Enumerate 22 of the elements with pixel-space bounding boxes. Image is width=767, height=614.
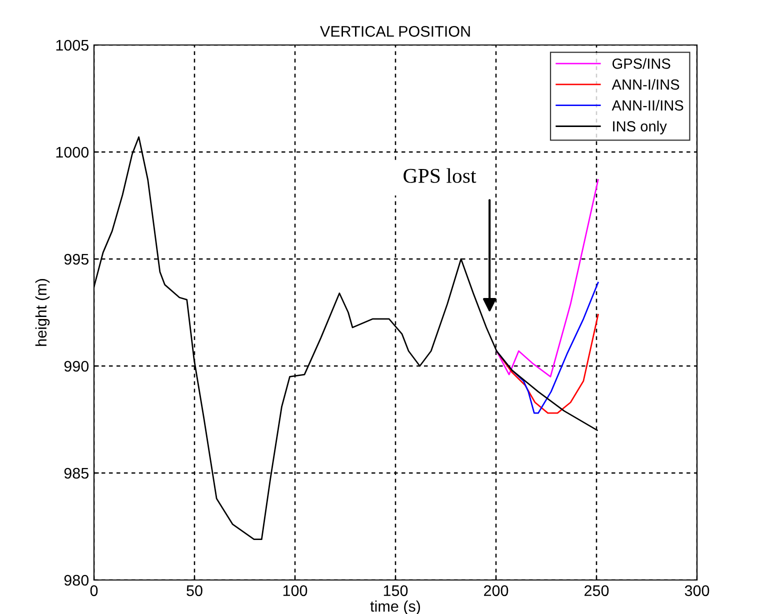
x-tick-label: 250: [584, 585, 609, 596]
y-tick-label: 995: [64, 254, 88, 265]
x-tick-label: 0: [90, 585, 98, 596]
x-tick-label: 50: [186, 585, 202, 596]
y-tick-label: 990: [64, 360, 89, 372]
chart-title: VERTICAL POSITION: [320, 26, 470, 37]
x-tick-label: 150: [384, 585, 408, 596]
annotation: GPS lost: [404, 168, 476, 183]
y-tick-label: 980: [64, 574, 89, 586]
y-axis-title: height (m): [35, 279, 50, 346]
legend-label: GPS/INS: [612, 58, 670, 69]
legend-label: ANN-II/INS: [612, 100, 684, 111]
y-tick-label: 985: [64, 468, 88, 479]
x-tick-label: 300: [684, 585, 710, 596]
legend-label: ANN-I/INS: [612, 79, 680, 90]
y-tick-label: 1000: [56, 146, 89, 158]
line-series: [496, 314, 599, 414]
y-tick-label: 1005: [56, 40, 88, 51]
legend-label: INS only: [613, 120, 667, 134]
x-tick-label: 200: [484, 585, 508, 596]
line-series: [496, 179, 599, 378]
x-tick-label: 100: [283, 585, 308, 596]
